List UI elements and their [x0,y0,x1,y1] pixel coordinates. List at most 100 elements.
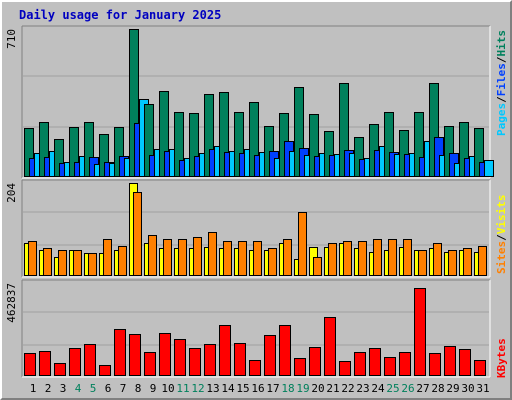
day-label-29: 29 [446,382,459,395]
legend-sites-visits-part: Sites [495,241,508,274]
bar-sites-day-19 [298,212,307,276]
bar-kbytes-day-7 [114,329,126,376]
bar-kbytes-day-12 [189,348,201,376]
bar-sites-day-16 [253,241,262,276]
bar-kbytes-day-18 [279,325,291,376]
day-label-3: 3 [60,382,67,395]
bar-sites-day-17 [268,248,277,276]
day-label-22: 22 [341,382,354,395]
bar-sites-day-23 [358,241,367,276]
bar-kbytes-day-30 [459,349,471,376]
legend-hits-files-pages-part: / [495,56,508,63]
day-label-28: 28 [431,382,444,395]
bar-kbytes-day-16 [249,360,261,376]
bar-sites-day-25 [388,239,397,276]
hits-panel-bars [24,29,494,177]
bar-kbytes-day-17 [264,335,276,376]
bar-sites-day-5 [88,253,97,276]
bar-kbytes-day-26 [399,352,411,376]
bar-sites-day-4 [73,250,82,276]
bar-kbytes-day-19 [294,358,306,376]
bar-pages-day-31 [484,160,494,177]
bar-sites-day-29 [448,250,457,276]
bar-kbytes-day-14 [219,325,231,376]
bar-kbytes-day-8 [129,334,141,376]
bar-sites-day-15 [238,241,247,276]
hits-panel-max-label: 710 [5,29,18,49]
day-label-25: 25 [386,382,399,395]
bar-kbytes-day-6 [99,365,111,376]
legend-hits-files-pages-part: / [495,96,508,103]
legend-sites-visits-part: / [495,234,508,241]
legend-kbytes-part: KBytes [495,338,508,378]
day-label-5: 5 [90,382,97,395]
day-label-21: 21 [326,382,339,395]
bar-kbytes-day-31 [474,360,486,376]
day-label-4: 4 [75,382,82,395]
bar-sites-day-24 [373,239,382,276]
legend-hits-files-pages-part: Pages [495,103,508,136]
bar-sites-day-30 [463,248,472,276]
day-label-20: 20 [311,382,324,395]
day-label-17: 17 [266,382,279,395]
bar-kbytes-day-15 [234,343,246,376]
bar-kbytes-day-27 [414,288,426,376]
legend-kbytes: KBytes [495,338,508,378]
bar-kbytes-day-13 [204,344,216,376]
kbytes-panel-bars [24,288,486,376]
bar-sites-day-7 [118,246,127,276]
day-label-30: 30 [461,382,474,395]
legend-hits-files-pages-part: Files [495,63,508,96]
bar-kbytes-day-1 [24,353,36,376]
day-label-24: 24 [371,382,385,395]
day-label-10: 10 [161,382,174,395]
bar-kbytes-day-22 [339,361,351,376]
bar-kbytes-day-10 [159,333,171,376]
day-label-11: 11 [176,382,189,395]
bar-sites-day-12 [193,237,202,276]
kbytes-panel-max-label: 462837 [5,283,18,323]
bar-kbytes-day-21 [324,317,336,376]
day-label-23: 23 [356,382,369,395]
bar-kbytes-day-11 [174,339,186,376]
day-label-18: 18 [281,382,294,395]
bar-sites-day-22 [343,241,352,276]
bar-kbytes-day-24 [369,348,381,376]
bar-sites-day-18 [283,239,292,276]
bar-sites-day-28 [433,243,442,276]
day-label-14: 14 [221,382,235,395]
legend-hits-files-pages-part: Hits [495,30,508,57]
bar-sites-day-10 [163,239,172,276]
bar-sites-day-13 [208,232,217,276]
visits-panel-max-label: 204 [5,183,18,203]
day-label-27: 27 [416,382,429,395]
bar-kbytes-day-2 [39,351,51,376]
day-label-7: 7 [120,382,127,395]
legend-hits-files-pages: Pages/Files/Hits [495,30,508,136]
day-label-12: 12 [191,382,204,395]
bar-sites-day-9 [148,235,157,276]
bar-sites-day-20 [313,257,322,276]
day-label-15: 15 [236,382,249,395]
bar-sites-day-21 [328,243,337,276]
bar-sites-day-2 [43,248,52,276]
day-label-19: 19 [296,382,309,395]
day-label-1: 1 [30,382,37,395]
day-label-6: 6 [105,382,112,395]
legend-sites-visits-part: Visits [495,195,508,235]
day-label-31: 31 [476,382,489,395]
chart-title: Daily usage for January 2025 [19,8,222,22]
bar-sites-day-3 [58,250,67,276]
bar-sites-day-6 [103,239,112,276]
day-label-2: 2 [45,382,52,395]
bar-sites-day-27 [418,250,427,276]
day-label-13: 13 [206,382,219,395]
day-label-9: 9 [150,382,157,395]
bar-sites-day-14 [223,241,232,276]
bar-sites-day-1 [28,241,37,276]
bar-kbytes-day-23 [354,352,366,376]
day-label-26: 26 [401,382,414,395]
bar-sites-day-31 [478,246,487,276]
bar-kbytes-day-20 [309,347,321,376]
